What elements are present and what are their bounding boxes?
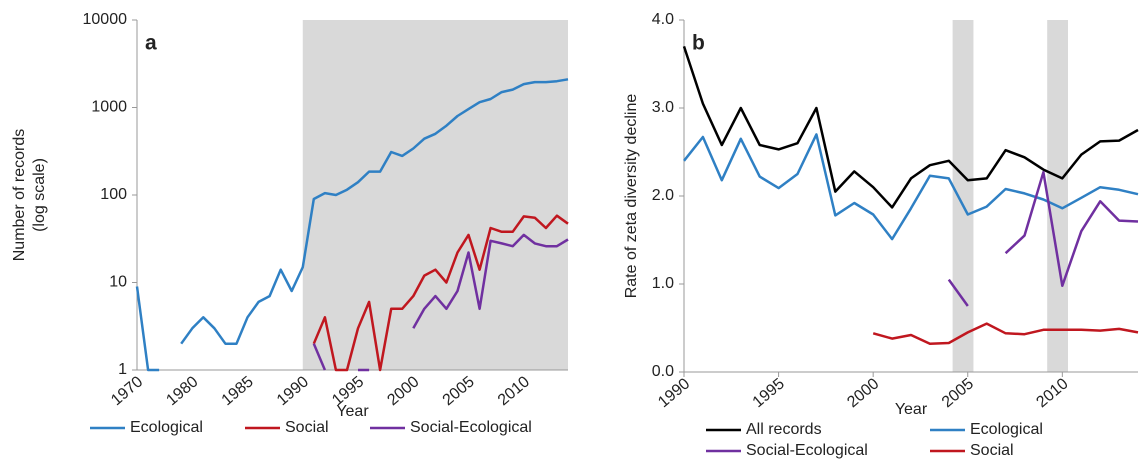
y-tick-label: 3.0 [652, 99, 674, 116]
y-tick-label: 10000 [83, 11, 128, 28]
legend-label: Ecological [970, 421, 1043, 438]
x-tick-label: 1970 [108, 373, 146, 409]
x-tick-label: 1995 [750, 375, 788, 411]
legend-label: All records [746, 421, 822, 438]
series-line [682, 46, 1139, 209]
x-tick-label: 2000 [384, 373, 422, 409]
shaded-period [1047, 20, 1069, 372]
y-axis-label: Rate of zeta diversity decline [623, 94, 640, 299]
x-axis-label: Year [895, 401, 928, 418]
y-tick-label: 1000 [91, 99, 127, 116]
y-tick-label: 100 [100, 186, 127, 203]
y-tick-label: 0.0 [652, 363, 674, 380]
x-tick-label: 2010 [495, 373, 533, 409]
x-tick-label: 2000 [844, 375, 882, 411]
x-tick-label: 1990 [655, 375, 693, 411]
x-tick-label: 2010 [1033, 375, 1071, 411]
y-tick-label: 1.0 [652, 275, 674, 292]
series-line [872, 322, 1139, 346]
y-tick-label: 1 [118, 361, 127, 378]
series-line [947, 170, 1139, 307]
x-tick-label: 1980 [163, 373, 201, 409]
y-tick-label: 10 [109, 274, 127, 291]
panel-label: b [692, 32, 705, 55]
panel-label: a [145, 32, 157, 55]
y-tick-label: 2.0 [652, 187, 674, 204]
y-tick-label: 4.0 [652, 11, 674, 28]
x-axis-label: Year [336, 403, 369, 420]
shaded-period [952, 20, 974, 372]
series-line [135, 78, 569, 372]
series-line [683, 133, 1139, 241]
legend-label: Social [285, 419, 329, 436]
legend-label: Ecological [130, 419, 203, 436]
x-tick-label: 2005 [440, 373, 478, 409]
legend-label: Social-Ecological [410, 419, 532, 436]
series-line [312, 233, 569, 372]
legend-label: Social-Ecological [746, 442, 868, 459]
legend-label: Social [970, 442, 1014, 459]
y-axis-label: (log scale) [31, 158, 48, 232]
y-axis-label: Number of records [11, 129, 28, 262]
x-tick-label: 1990 [274, 373, 312, 409]
series-line [312, 214, 569, 372]
x-tick-label: 2005 [939, 375, 977, 411]
x-tick-label: 1985 [219, 373, 257, 409]
shaded-period [302, 20, 568, 370]
